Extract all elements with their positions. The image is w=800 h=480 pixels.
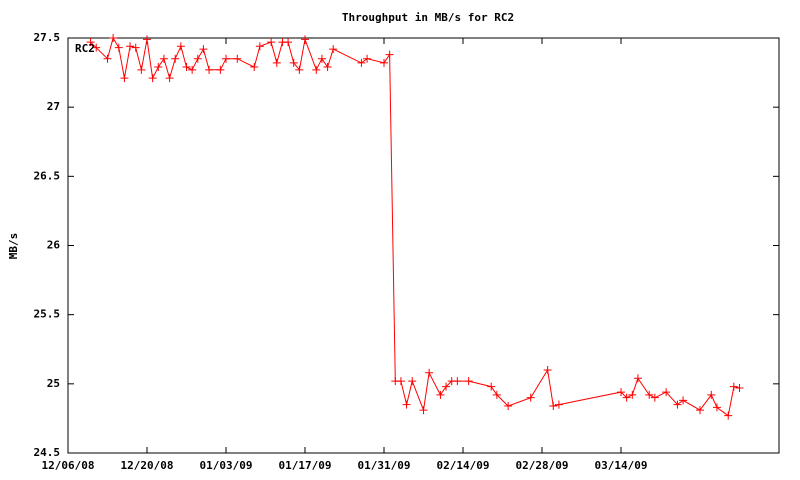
x-tick-label: 02/28/09 [516, 459, 569, 472]
point-marker [86, 38, 95, 47]
point-marker [442, 382, 451, 391]
point-marker [650, 393, 659, 402]
point-marker [707, 390, 716, 399]
point-marker [323, 63, 332, 72]
point-marker [357, 58, 366, 67]
point-marker [385, 50, 394, 59]
chart-title: Throughput in MB/s for RC2 [342, 11, 514, 24]
point-marker [103, 54, 112, 63]
point-marker [679, 396, 688, 405]
point-marker [233, 54, 242, 63]
point-marker [617, 388, 625, 397]
point-marker [188, 65, 197, 74]
point-marker [628, 390, 637, 399]
point-marker [312, 65, 321, 74]
point-marker [109, 34, 118, 42]
point-marker [317, 54, 326, 63]
y-tick-label: 25 [47, 377, 60, 390]
point-marker [696, 406, 704, 415]
point-marker [143, 35, 151, 44]
point-marker [92, 43, 101, 52]
point-marker [329, 45, 338, 54]
point-marker [289, 58, 298, 67]
y-tick-label: 27 [47, 100, 60, 113]
point-marker [154, 63, 163, 72]
y-tick-label: 26.5 [34, 169, 61, 182]
point-marker [114, 43, 123, 52]
point-marker [543, 366, 552, 374]
point-marker [193, 54, 202, 63]
point-marker [126, 42, 135, 51]
point-marker [165, 74, 174, 83]
y-tick-label: 25.5 [34, 308, 61, 321]
point-marker [267, 38, 276, 47]
point-marker [662, 388, 671, 397]
point-marker [199, 45, 208, 54]
x-tick-label: 02/14/09 [437, 459, 490, 472]
point-marker [453, 377, 462, 386]
point-marker [436, 390, 445, 399]
point-marker [222, 54, 230, 63]
point-marker [159, 54, 168, 63]
point-marker [712, 403, 721, 412]
point-marker [492, 390, 501, 399]
point-marker [402, 400, 411, 409]
point-marker [549, 401, 558, 410]
y-tick-label: 26 [47, 239, 61, 252]
point-marker [526, 393, 535, 402]
x-tick-label: 01/03/09 [200, 459, 253, 472]
point-marker [272, 58, 281, 67]
point-marker [464, 377, 473, 386]
point-marker [250, 63, 259, 72]
point-marker [425, 368, 434, 377]
point-marker [137, 65, 146, 74]
point-marker [120, 74, 129, 83]
point-marker [284, 38, 293, 47]
point-marker [729, 382, 738, 391]
point-marker [301, 35, 309, 44]
x-tick-label: 01/31/09 [358, 459, 411, 472]
point-marker [735, 383, 744, 392]
x-tick-label: 03/14/09 [595, 459, 648, 472]
point-marker [205, 65, 214, 74]
y-tick-label: 24.5 [34, 446, 61, 459]
point-marker [131, 43, 140, 52]
point-marker [673, 400, 682, 409]
point-marker [645, 390, 654, 399]
point-marker [408, 377, 417, 386]
legend-label: RC2 [75, 42, 95, 55]
point-marker [182, 63, 191, 72]
point-marker [176, 42, 185, 51]
point-marker [380, 58, 388, 67]
point-marker [295, 65, 304, 74]
point-marker [504, 401, 513, 410]
point-marker [622, 393, 631, 402]
point-marker [633, 374, 642, 383]
point-marker [724, 411, 733, 420]
point-marker [554, 400, 563, 409]
point-marker [363, 54, 372, 63]
point-marker [396, 377, 405, 386]
point-marker [255, 42, 264, 51]
x-tick-label: 12/20/08 [121, 459, 174, 472]
point-marker [148, 74, 157, 83]
point-marker [171, 54, 180, 63]
point-marker [216, 65, 225, 74]
y-axis-label: MB/s [7, 233, 20, 260]
x-tick-label: 12/06/08 [42, 459, 95, 472]
point-marker [487, 382, 496, 391]
point-marker [419, 406, 428, 415]
y-tick-label: 27.5 [34, 31, 61, 44]
x-tick-label: 01/17/09 [279, 459, 332, 472]
